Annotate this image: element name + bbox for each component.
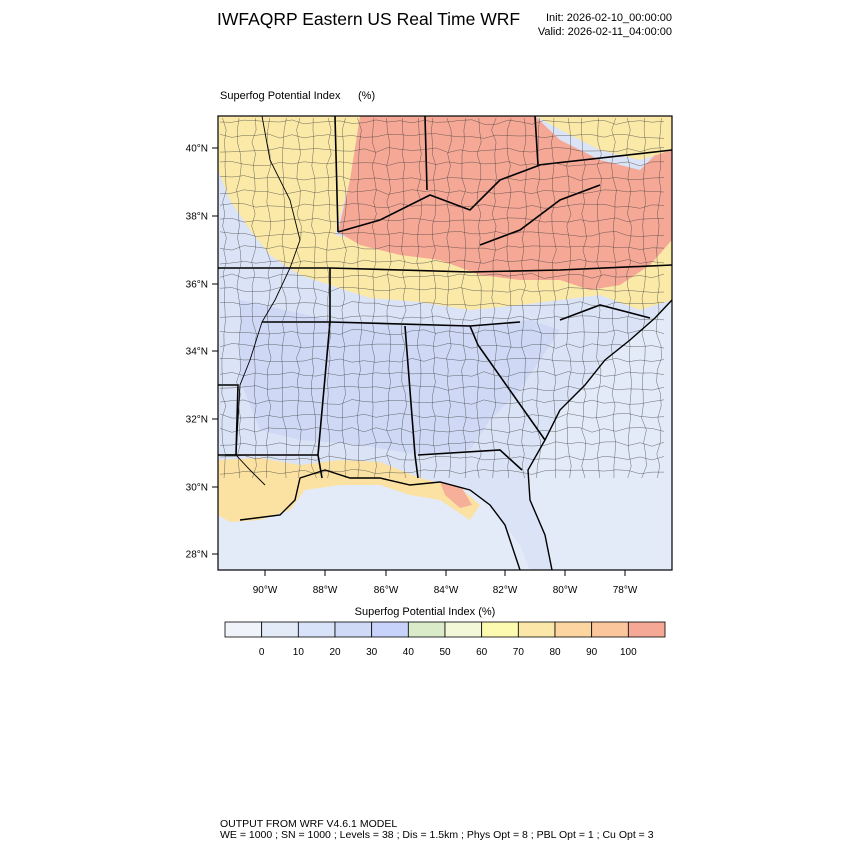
colorbar-swatch (627, 621, 666, 638)
lon-tick-label: 80°W (553, 585, 578, 596)
region-coastal-peak (440, 482, 472, 508)
colorbar-swatch (444, 621, 483, 638)
lon-tick-label: 84°W (434, 585, 459, 596)
lon-tick-label: 82°W (493, 585, 518, 596)
colorbar-label: 30 (366, 647, 378, 658)
colorbar-label: 80 (549, 647, 561, 658)
mississippi-river (235, 116, 301, 486)
region-coastal-index (218, 458, 480, 522)
colorbar-label: 70 (513, 647, 525, 658)
colorbar-swatch (407, 621, 446, 638)
field-name: Superfog Potential Index (220, 90, 341, 102)
model-footer-line2: WE = 1000 ; SN = 1000 ; Levels = 38 ; Di… (220, 829, 654, 841)
lat-tick-label: 40°N (186, 144, 208, 155)
lon-tick-label: 86°W (374, 585, 399, 596)
lat-tick-label: 36°N (186, 280, 208, 291)
colorbar-swatch (297, 621, 336, 638)
colorbar-label: 10 (293, 647, 305, 658)
colorbar-label: 40 (403, 647, 415, 658)
colorbar-label: 50 (439, 647, 451, 658)
lat-tick-label: 30°N (186, 483, 208, 494)
map-panel (218, 116, 672, 570)
colorbar-label: 20 (329, 647, 341, 658)
colorbar-swatch (481, 621, 519, 638)
lon-tick-label: 88°W (313, 585, 338, 596)
colorbar-label: 100 (620, 647, 637, 658)
region-high-ne (535, 116, 672, 160)
colorbar-title: Superfog Potential Index (%) (354, 606, 496, 618)
map-frame (217, 115, 673, 571)
lat-tick-label: 38°N (186, 212, 208, 223)
colorbar-label: 0 (259, 647, 265, 658)
coastline (239, 299, 672, 570)
state-boundaries (218, 116, 672, 479)
lon-tick-label: 78°W (613, 585, 638, 596)
lat-tick-label: 32°N (186, 415, 208, 426)
lon-tick-label: 90°W (253, 585, 278, 596)
colorbar-swatch (334, 621, 373, 638)
longitude-axis: 90°W 88°W 86°W 84°W 82°W 80°W 78°W (253, 570, 638, 596)
colorbar-swatch (591, 621, 629, 638)
valid-time: Valid: 2026-02-11_04:00:00 (537, 26, 672, 38)
colorbar-label: 60 (476, 647, 488, 658)
county-boundaries (219, 117, 665, 479)
colorbar-swatch (224, 621, 263, 638)
page-title: IWFAQRP Eastern US Real Time WRF (217, 9, 521, 29)
region-low-index (240, 300, 560, 455)
lat-tick-label: 28°N (186, 550, 208, 561)
colorbar: 0 10 20 30 40 50 60 70 80 90 100 (224, 621, 666, 658)
latitude-axis: 40°N 38°N 36°N 34°N 32°N 30°N 28°N (186, 144, 218, 561)
field-units: (%) (358, 90, 376, 102)
colorbar-label: 90 (586, 647, 598, 658)
lat-tick-label: 34°N (186, 347, 208, 358)
colorbar-swatch (517, 621, 556, 638)
colorbar-swatch (554, 621, 593, 638)
model-footer-line1: OUTPUT FROM WRF V4.6.1 MODEL (220, 818, 398, 830)
init-time: Init: 2026-02-10_00:00:00 (546, 12, 672, 24)
colorbar-swatch (371, 621, 409, 638)
colorbar-swatch (261, 621, 299, 638)
